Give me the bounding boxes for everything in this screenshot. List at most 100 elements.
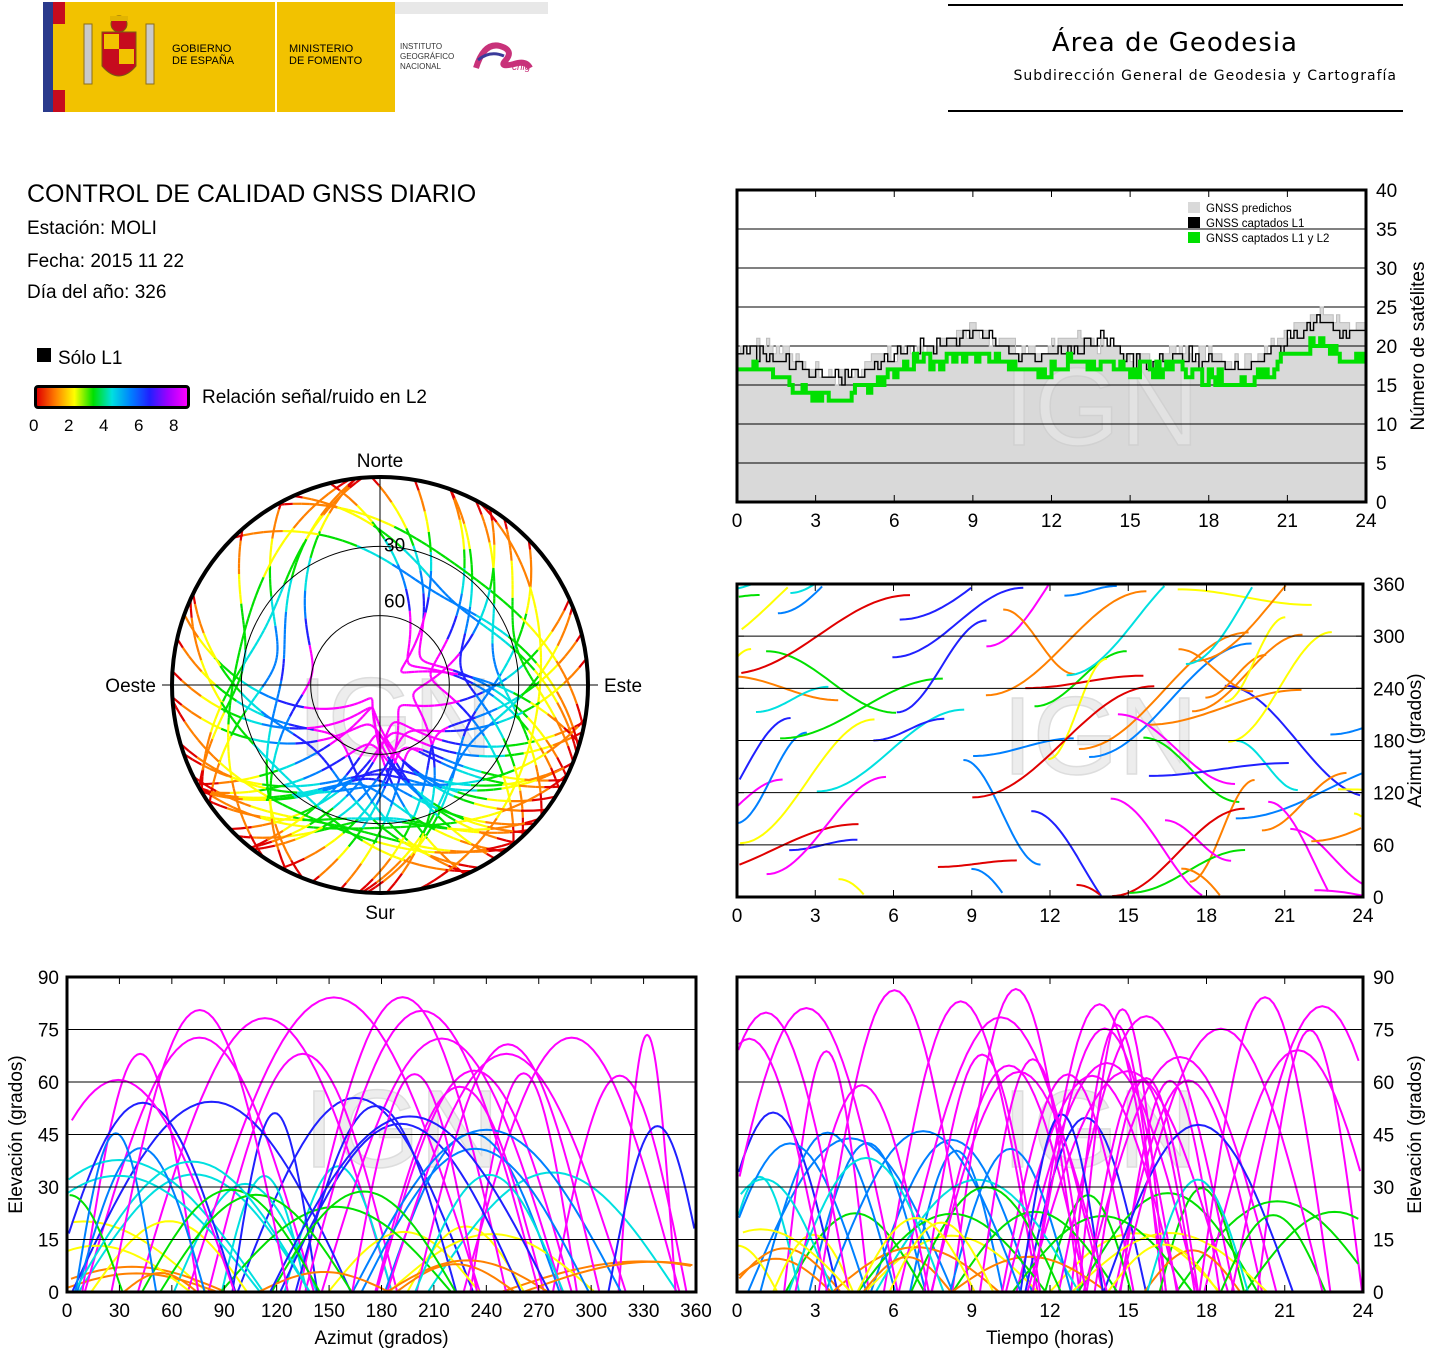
sky-track-segment xyxy=(281,821,289,826)
sky-track-segment xyxy=(469,556,473,565)
elevation-time-track xyxy=(874,1178,1080,1293)
sky-track-segment xyxy=(287,806,294,811)
sky-track-segment xyxy=(324,863,333,872)
sky-track-segment xyxy=(371,707,375,711)
azimuth-track xyxy=(738,717,791,780)
sky-track-segment xyxy=(193,635,198,645)
elevation-time-track xyxy=(794,1084,930,1293)
sky-track-segment xyxy=(268,614,273,620)
sky-track-segment xyxy=(534,631,541,639)
sky-track-segment xyxy=(486,798,498,802)
ign-watermark: IGN xyxy=(1002,675,1198,798)
sky-track-segment xyxy=(426,765,430,771)
sky-track-segment xyxy=(249,649,254,655)
sky-track-segment xyxy=(539,747,547,759)
sky-track-segment xyxy=(330,823,335,827)
sky-track-segment xyxy=(245,826,252,835)
sky-track-segment xyxy=(212,801,221,807)
sky-track-segment xyxy=(210,701,222,710)
sky-track-segment xyxy=(205,762,215,770)
sky-track-segment xyxy=(220,727,232,734)
sky-track-segment xyxy=(258,633,263,639)
azimuth-track xyxy=(1185,586,1253,665)
sky-track-segment xyxy=(452,813,465,821)
sky-track-segment xyxy=(524,650,532,658)
sky-track-segment xyxy=(422,659,426,663)
sky-track-segment xyxy=(510,812,515,824)
sky-track-segment xyxy=(275,721,282,727)
sky-track-segment xyxy=(365,766,371,774)
sky-track-segment xyxy=(520,721,529,731)
sky-track-segment xyxy=(358,724,363,728)
sky-track-segment xyxy=(478,848,488,855)
sky-track-segment xyxy=(381,520,389,525)
sky-track-segment xyxy=(465,608,472,614)
sky-track-segment xyxy=(324,839,336,848)
elevation-time-track xyxy=(738,1037,829,1293)
sky-track-segment xyxy=(248,606,253,614)
sky-track-segment xyxy=(348,728,354,733)
sky-track-segment xyxy=(457,757,462,762)
sky-track-segment xyxy=(450,696,456,702)
sky-track-segment xyxy=(271,725,281,729)
sky-track-segment xyxy=(200,770,204,777)
y-axis-label: Elevación (grados) xyxy=(6,1055,27,1213)
sky-track-segment xyxy=(303,509,311,517)
sky-track-segment xyxy=(277,593,282,599)
azimuth-track xyxy=(740,718,875,845)
sky-track-segment xyxy=(474,822,488,828)
sky-track-segment xyxy=(571,726,578,738)
sky-track-segment xyxy=(329,739,337,746)
sky-track-segment xyxy=(276,767,282,773)
sky-track-segment xyxy=(197,651,203,661)
y-tick-label: 20 xyxy=(1376,337,1397,358)
sky-track-segment xyxy=(224,672,231,681)
sky-track-segment xyxy=(407,749,411,752)
sky-track-segment xyxy=(558,725,563,732)
sky-track-segment xyxy=(401,821,407,824)
sky-track-segment xyxy=(435,664,441,668)
sky-track-segment xyxy=(367,785,373,788)
sky-track-segment xyxy=(358,753,364,759)
sky-track-segment xyxy=(354,775,360,779)
sky-track-segment xyxy=(334,824,340,828)
sky-track-segment xyxy=(401,769,407,773)
sky-track-segment xyxy=(459,667,463,672)
elevation-time-track xyxy=(856,1216,976,1293)
sky-track-segment xyxy=(253,693,259,699)
sky-track-segment xyxy=(383,749,389,758)
sky-track-segment xyxy=(244,803,252,808)
azimuth-track xyxy=(1143,736,1240,803)
sky-track-segment xyxy=(412,642,417,649)
elevation-azimuth-track xyxy=(395,1263,516,1293)
sky-track-segment xyxy=(344,748,349,753)
sky-track-segment xyxy=(535,685,540,691)
sky-track-segment xyxy=(337,851,345,860)
sky-track-segment xyxy=(441,589,446,595)
sky-track-segment xyxy=(467,633,474,642)
sky-track-segment xyxy=(508,697,516,704)
sky-track-segment xyxy=(390,833,400,841)
sky-track-segment xyxy=(424,660,428,664)
sky-track-segment xyxy=(238,646,242,653)
sky-track-segment xyxy=(406,655,410,660)
sky-track-segment xyxy=(507,792,513,800)
sky-track-segment xyxy=(491,817,498,826)
sky-track-segment xyxy=(364,849,371,858)
sky-track-segment xyxy=(454,819,464,826)
sky-track-segment xyxy=(423,666,429,670)
azimuth-track xyxy=(1314,889,1362,897)
sky-track-segment xyxy=(566,614,572,624)
sky-track-segment xyxy=(284,838,296,844)
sky-track-segment xyxy=(491,520,495,534)
sky-track-segment xyxy=(509,550,513,556)
sky-track-segment xyxy=(469,727,477,731)
sky-track-segment xyxy=(204,753,209,760)
sky-track-segment xyxy=(397,861,406,870)
sky-track-segment xyxy=(458,646,465,655)
elevation-time-track xyxy=(1230,1005,1360,1293)
sky-track-segment xyxy=(495,633,502,640)
sky-track-segment xyxy=(423,584,429,589)
sky-track-segment xyxy=(432,668,438,672)
elevation-azimuth-track xyxy=(617,1033,677,1293)
